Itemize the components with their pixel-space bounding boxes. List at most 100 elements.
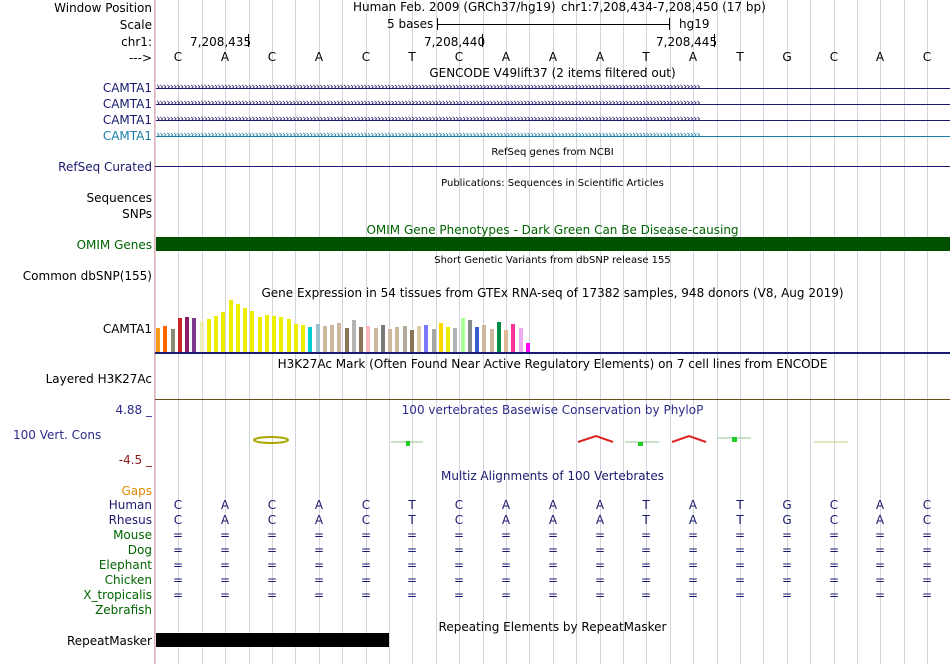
gtex-bar[interactable]	[475, 327, 479, 352]
gtex-bar[interactable]	[467, 320, 472, 352]
gtex-bar[interactable]	[359, 327, 363, 352]
gtex-bar[interactable]	[409, 330, 414, 352]
gtex-bar[interactable]	[163, 326, 168, 352]
gtex-bar[interactable]	[308, 327, 313, 352]
scale-bar	[437, 17, 670, 31]
base-letter: A	[595, 50, 605, 64]
pubs-label[interactable]: Sequences	[86, 191, 152, 205]
gtex-bar[interactable]	[315, 324, 320, 352]
species-label[interactable]: Mouse	[113, 528, 152, 542]
cons-label[interactable]: 100 Vert. Cons	[13, 428, 102, 442]
gtex-bar[interactable]	[170, 329, 175, 352]
gtex-bar[interactable]	[257, 317, 262, 352]
gtex-bar[interactable]	[250, 311, 255, 352]
gtex-bar[interactable]	[322, 326, 327, 352]
species-label[interactable]: Elephant	[98, 558, 152, 572]
gtex-bar[interactable]	[417, 326, 421, 352]
gtex-bar[interactable]	[177, 318, 182, 352]
gencode-item-label[interactable]: CAMTA1	[102, 81, 152, 95]
gtex-bar[interactable]	[431, 329, 436, 352]
gtex-bar[interactable]	[373, 328, 378, 352]
position-text[interactable]: chr1:7,208,434-7,208,450 (17 bp)	[561, 0, 766, 14]
gencode-item-label[interactable]: CAMTA1	[102, 97, 152, 111]
gtex-bar[interactable]	[214, 316, 218, 352]
species-label[interactable]: Rhesus	[108, 513, 152, 527]
gtex-bar[interactable]	[482, 325, 487, 352]
gtex-bar[interactable]	[337, 323, 342, 352]
grid-line	[927, 0, 928, 664]
gtex-bar[interactable]	[438, 323, 443, 352]
alignment-base: =	[172, 543, 184, 557]
gtex-bar[interactable]	[446, 327, 450, 352]
scale-db: hg19	[679, 17, 710, 31]
alignment-base: =	[874, 588, 886, 602]
gtex-bar[interactable]	[192, 318, 197, 352]
gencode-item-label[interactable]: CAMTA1	[102, 129, 152, 143]
gtex-bar[interactable]	[199, 321, 204, 352]
gtex-bar[interactable]	[366, 326, 371, 352]
gtex-bar[interactable]	[235, 304, 240, 352]
species-label[interactable]: Zebrafish	[95, 603, 152, 617]
alignment-base: =	[500, 528, 512, 542]
repeat-label[interactable]: RepeatMasker	[66, 634, 152, 648]
gtex-bar[interactable]	[424, 325, 429, 352]
gtex-bar[interactable]	[525, 343, 530, 352]
gtex-bar[interactable]	[460, 318, 465, 352]
gtex-bar[interactable]	[156, 328, 160, 352]
species-label[interactable]: Human	[108, 498, 152, 512]
cons-plot[interactable]	[155, 428, 950, 450]
omim-label[interactable]: OMIM Genes	[76, 238, 152, 252]
grid-line	[810, 0, 811, 664]
refseq-label[interactable]: RefSeq Curated	[58, 160, 152, 174]
gtex-bar[interactable]	[286, 319, 291, 352]
gtex-bar[interactable]	[402, 326, 407, 352]
base-letter: C	[267, 50, 277, 64]
gtex-bar[interactable]	[206, 319, 211, 352]
gtex-bar[interactable]	[518, 328, 523, 352]
species-label[interactable]: Dog	[127, 543, 152, 557]
gtex-bar[interactable]	[221, 312, 226, 352]
gtex-bar[interactable]	[380, 325, 385, 352]
gtex-bar[interactable]	[243, 308, 247, 352]
gtex-bar[interactable]	[395, 327, 400, 352]
gencode-transcript-line[interactable]	[156, 104, 950, 105]
alignment-base: =	[594, 543, 606, 557]
gtex-bar[interactable]	[279, 317, 284, 352]
gencode-item-label[interactable]: CAMTA1	[102, 113, 152, 127]
gtex-bar[interactable]	[228, 300, 233, 352]
gtex-bar[interactable]	[272, 316, 276, 352]
gtex-bar[interactable]	[388, 329, 392, 352]
omim-bar[interactable]	[156, 237, 950, 251]
gtex-bar[interactable]	[453, 328, 458, 352]
gtex-bar[interactable]	[185, 317, 189, 352]
gtex-label[interactable]: CAMTA1	[102, 322, 152, 336]
alignment-base: =	[266, 573, 278, 587]
gtex-bar[interactable]	[511, 324, 516, 352]
alignment-base: =	[640, 543, 652, 557]
repeat-bar[interactable]	[156, 633, 389, 647]
refseq-line	[155, 166, 950, 167]
gencode-transcript-line[interactable]	[156, 120, 950, 121]
gencode-transcript-line[interactable]	[156, 136, 950, 137]
gencode-transcript-line[interactable]	[156, 88, 950, 89]
gtex-bar[interactable]	[351, 320, 356, 352]
alignment-base: =	[640, 558, 652, 572]
cons-peak	[577, 434, 614, 443]
species-label[interactable]: Chicken	[104, 573, 152, 587]
alignment-base: =	[734, 573, 746, 587]
alignment-base: =	[734, 543, 746, 557]
base-letter: A	[501, 50, 511, 64]
gtex-bar[interactable]	[330, 325, 334, 352]
gtex-bar[interactable]	[496, 322, 501, 352]
gtex-bar[interactable]	[301, 325, 305, 352]
gtex-bar[interactable]	[504, 330, 508, 352]
gtex-bar[interactable]	[264, 315, 269, 352]
gtex-bar[interactable]	[293, 324, 298, 352]
alignment-base: T	[736, 498, 744, 512]
snps-label[interactable]: SNPs	[122, 207, 152, 221]
gtex-bar[interactable]	[489, 329, 494, 352]
species-label[interactable]: X_tropicalis	[83, 588, 152, 602]
gtex-bar[interactable]	[344, 328, 349, 352]
h3k27ac-label[interactable]: Layered H3K27Ac	[45, 372, 152, 386]
dbsnp-label[interactable]: Common dbSNP(155)	[22, 269, 152, 283]
